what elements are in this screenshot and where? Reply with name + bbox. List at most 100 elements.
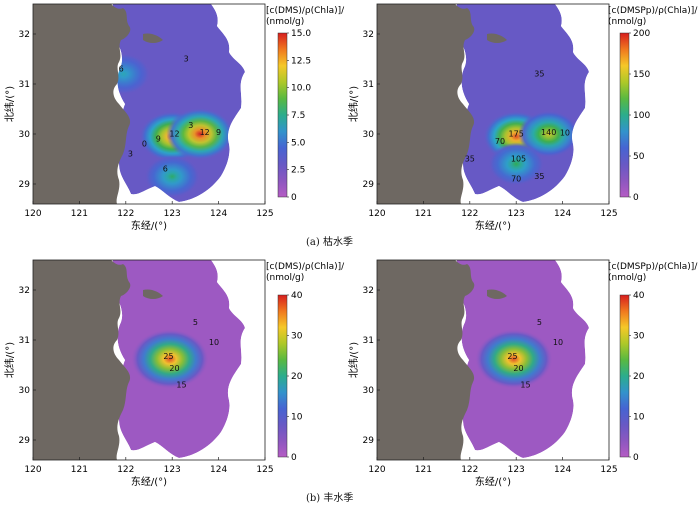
- y-tick-label: 32: [19, 30, 30, 40]
- colorbar-tick-label: 200: [633, 29, 650, 39]
- x-tick-label: 122: [117, 465, 134, 475]
- map-frame: [32, 259, 266, 461]
- colorbar-tick-label: 0: [291, 453, 297, 463]
- colorbar-tick-label: 0: [633, 193, 639, 203]
- x-tick-label: 125: [256, 209, 273, 219]
- y-tick-label: 32: [363, 286, 374, 296]
- contour-label: 6: [163, 165, 168, 174]
- y-tick-label: 30: [19, 386, 31, 396]
- colorbar-tick-label: 30: [291, 332, 303, 342]
- island: [143, 33, 163, 43]
- x-tick-label: 125: [600, 465, 617, 475]
- contour-label: 6: [119, 65, 124, 74]
- x-tick-label: 122: [117, 209, 134, 219]
- contour-label: 70: [511, 175, 521, 184]
- contour-label: 35: [534, 70, 544, 79]
- contour-label: 0: [142, 140, 147, 149]
- hotspot-3: [144, 155, 200, 198]
- y-tick-label: 30: [363, 386, 375, 396]
- contour-label: 10: [553, 338, 563, 347]
- y-tick-label: 29: [19, 436, 31, 446]
- x-axis-label: 东经/(°): [131, 475, 167, 488]
- hotspot-0: [130, 329, 209, 389]
- island: [487, 33, 507, 43]
- colorbar-title: (nmol/g): [608, 273, 646, 283]
- x-axis-label: 东经/(°): [131, 219, 167, 232]
- hotspot-2: [488, 142, 545, 186]
- colorbar-tick-label: 7.5: [291, 111, 305, 121]
- x-axis-label: 东经/(°): [475, 475, 511, 488]
- contour-label: 140: [541, 128, 556, 137]
- colorbar-title: [c(DMS)/ρ(Chla)]/: [266, 6, 345, 16]
- y-tick-label: 29: [363, 180, 375, 190]
- land-mass: [33, 260, 131, 460]
- x-tick-label: 123: [508, 465, 525, 475]
- contour-label: 10: [209, 338, 219, 347]
- colorbar-tick-label: 10: [291, 413, 303, 423]
- contour-label: 3: [188, 121, 193, 130]
- map-frame: [376, 3, 610, 205]
- colorbar-tick-label: 20: [633, 372, 645, 382]
- colorbar: [619, 294, 630, 458]
- contour-label: 15: [176, 381, 186, 390]
- colorbar-tick-label: 12.5: [291, 56, 311, 66]
- x-tick-label: 122: [461, 465, 478, 475]
- y-tick-label: 29: [19, 180, 31, 190]
- colorbar-title: (nmol/g): [266, 273, 304, 283]
- hotspot-2: [111, 53, 151, 95]
- x-tick-label: 125: [256, 465, 273, 475]
- island: [143, 289, 163, 299]
- contour-label: 3: [128, 150, 133, 159]
- contour-label: 105: [511, 155, 526, 164]
- contour-label: 10: [560, 129, 570, 138]
- x-tick-label: 121: [71, 465, 88, 475]
- y-tick-label: 29: [363, 436, 375, 446]
- y-axis-label: 北纬/(°): [3, 342, 16, 378]
- contour-label: 3: [184, 55, 189, 64]
- x-tick-label: 120: [24, 465, 41, 475]
- colorbar-tick-label: 40: [633, 291, 645, 301]
- island: [487, 289, 507, 299]
- x-tick-label: 124: [554, 209, 571, 219]
- caption-dry-season: (a) 枯水季: [306, 237, 353, 248]
- x-tick-label: 120: [368, 209, 385, 219]
- colorbar-title: [c(DMS)/ρ(Chla)]/: [266, 262, 345, 272]
- contour-label: 9: [216, 128, 221, 137]
- caption-wet-season: (b) 丰水季: [306, 493, 354, 504]
- y-axis-label: 北纬/(°): [3, 86, 16, 122]
- x-tick-label: 124: [554, 465, 571, 475]
- contour-label: 25: [507, 352, 517, 361]
- hotspot-1: [166, 108, 234, 160]
- contour-label: 15: [520, 381, 530, 390]
- y-tick-label: 32: [363, 30, 374, 40]
- contour-label: 9: [156, 135, 161, 144]
- contour-label: 25: [163, 352, 173, 361]
- y-tick-label: 31: [363, 336, 374, 346]
- x-tick-label: 120: [24, 209, 41, 219]
- colorbar-tick-label: 40: [291, 291, 303, 301]
- contour-label: 20: [169, 364, 179, 373]
- concentration-field: [111, 4, 245, 202]
- hotspot-0: [474, 329, 553, 389]
- map-frame: [32, 3, 266, 205]
- contour-label: 35: [465, 155, 475, 164]
- colorbar-tick-label: 0: [633, 453, 639, 463]
- colorbar-tick-label: 5.0: [291, 138, 306, 148]
- x-tick-label: 124: [210, 465, 227, 475]
- contour-label: 5: [193, 318, 198, 327]
- colorbar: [277, 294, 288, 458]
- colorbar-tick-label: 100: [633, 111, 650, 121]
- x-axis-label: 东经/(°): [475, 219, 511, 232]
- x-tick-label: 124: [210, 209, 227, 219]
- map-panel-dry-dmspp: 35 175 140 10 70 105 35 35 70 120 121 122 123 124 125 2…: [347, 3, 698, 232]
- colorbar-tick-label: 150: [633, 70, 650, 80]
- contour-label: 12: [169, 130, 179, 139]
- colorbar-tick-label: 50: [633, 152, 645, 162]
- colorbar: [277, 32, 288, 198]
- x-tick-label: 121: [415, 209, 432, 219]
- land-mass: [33, 4, 131, 204]
- y-axis-label: 北纬/(°): [347, 86, 360, 122]
- y-tick-label: 31: [19, 336, 30, 346]
